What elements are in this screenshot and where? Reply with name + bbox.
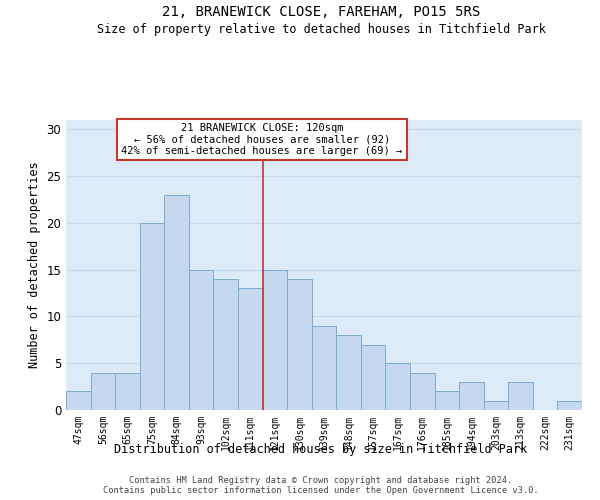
- Text: 21, BRANEWICK CLOSE, FAREHAM, PO15 5RS: 21, BRANEWICK CLOSE, FAREHAM, PO15 5RS: [162, 5, 480, 19]
- Text: Size of property relative to detached houses in Titchfield Park: Size of property relative to detached ho…: [97, 22, 545, 36]
- Bar: [336, 335, 361, 410]
- Bar: [238, 288, 263, 410]
- Bar: [385, 363, 410, 410]
- Bar: [557, 400, 582, 410]
- Bar: [140, 223, 164, 410]
- Bar: [410, 372, 434, 410]
- Bar: [214, 279, 238, 410]
- Bar: [484, 400, 508, 410]
- Bar: [66, 392, 91, 410]
- Bar: [164, 195, 189, 410]
- Bar: [91, 372, 115, 410]
- Bar: [508, 382, 533, 410]
- Bar: [434, 392, 459, 410]
- Bar: [189, 270, 214, 410]
- Y-axis label: Number of detached properties: Number of detached properties: [28, 162, 41, 368]
- Bar: [312, 326, 336, 410]
- Bar: [361, 344, 385, 410]
- Bar: [115, 372, 140, 410]
- Text: Contains HM Land Registry data © Crown copyright and database right 2024.
Contai: Contains HM Land Registry data © Crown c…: [103, 476, 539, 495]
- Bar: [287, 279, 312, 410]
- Text: 21 BRANEWICK CLOSE: 120sqm
← 56% of detached houses are smaller (92)
42% of semi: 21 BRANEWICK CLOSE: 120sqm ← 56% of deta…: [121, 123, 403, 156]
- Bar: [459, 382, 484, 410]
- Text: Distribution of detached houses by size in Titchfield Park: Distribution of detached houses by size …: [115, 442, 527, 456]
- Bar: [263, 270, 287, 410]
